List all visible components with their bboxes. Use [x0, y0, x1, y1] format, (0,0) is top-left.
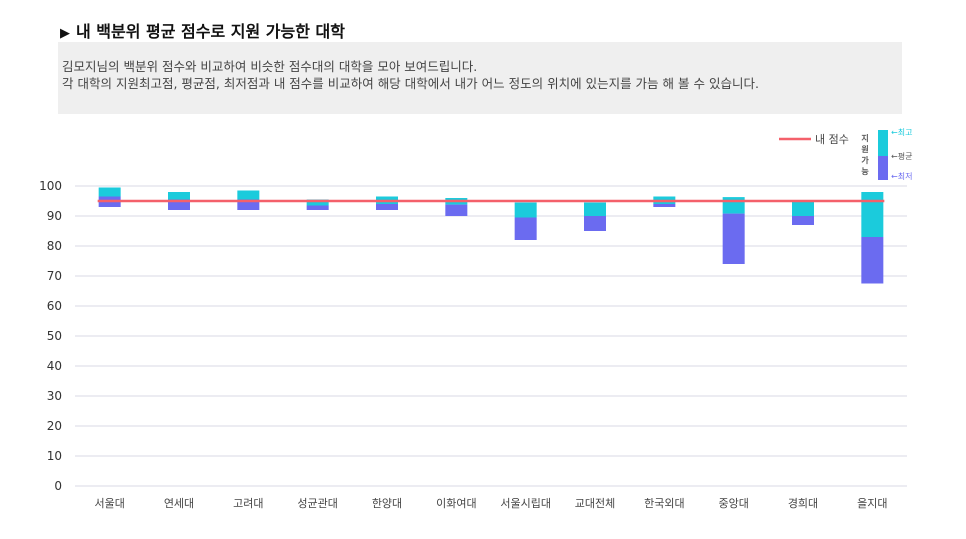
description-line-1: 김모지님의 백분위 점수와 비교하여 비슷한 점수대의 대학을 모아 보여드립니…: [62, 59, 478, 74]
bar-lower-segment: [584, 216, 606, 231]
x-tick-label: 연세대: [164, 497, 194, 510]
description-box: 김모지님의 백분위 점수와 비교하여 비슷한 점수대의 대학을 모아 보여드립니…: [58, 42, 902, 114]
y-tick-label: 90: [47, 209, 62, 223]
y-tick-label: 0: [54, 479, 62, 493]
bar-upper-segment: [792, 201, 814, 216]
bar-lower-segment: [861, 237, 884, 284]
x-tick-label: 교대전체: [575, 497, 615, 510]
bar-upper-segment: [584, 202, 606, 216]
x-tick-label: 경희대: [788, 497, 818, 510]
bar-lower-segment: [722, 213, 745, 264]
description-line-2: 각 대학의 지원최고점, 평균점, 최저점과 내 점수를 비교하여 해당 대학에…: [62, 76, 759, 91]
y-tick-label: 70: [47, 269, 62, 283]
x-tick-label: 한양대: [372, 497, 402, 510]
y-tick-label: 80: [47, 239, 62, 253]
bar-upper-segment: [98, 187, 121, 197]
y-tick-label: 40: [47, 359, 62, 373]
legend-range-label-char: 능: [861, 166, 869, 176]
legend-avg-label: ←평균: [891, 151, 912, 161]
x-tick-label: 고려대: [233, 497, 263, 510]
x-tick-label: 을지대: [857, 497, 887, 510]
x-tick-label: 서울시립대: [500, 497, 551, 510]
y-tick-label: 50: [47, 329, 62, 343]
legend-range-label-char: 지: [861, 133, 868, 143]
legend-range-label-char: 가: [861, 155, 869, 165]
legend-range-label-char: 원: [861, 144, 868, 154]
x-tick-label: 이화여대: [436, 497, 476, 510]
y-tick-label: 100: [39, 179, 62, 193]
x-tick-label: 중앙대: [718, 497, 748, 510]
bar-upper-segment: [514, 202, 537, 218]
bar-upper-segment: [722, 197, 745, 214]
bar-lower-segment: [168, 199, 190, 210]
bar-lower-segment: [792, 216, 814, 225]
legend-lower-swatch: [878, 156, 888, 180]
legend-max-label: ←최고: [891, 127, 912, 137]
y-tick-label: 30: [47, 389, 62, 403]
x-tick-label: 성균관대: [297, 497, 337, 510]
bar-upper-segment: [306, 199, 329, 206]
bar-lower-segment: [237, 199, 260, 210]
page-title-text: 내 백분위 평균 점수로 지원 가능한 대학: [76, 22, 345, 41]
legend-my-score-label: 내 점수: [815, 133, 849, 146]
x-tick-label: 서울대: [94, 497, 124, 510]
page-title: ▶ 내 백분위 평균 점수로 지원 가능한 대학: [60, 18, 345, 42]
y-tick-label: 20: [47, 419, 62, 433]
bar-upper-segment: [168, 192, 190, 200]
bar-lower-segment: [306, 205, 329, 210]
bar-lower-segment: [376, 204, 398, 210]
legend-upper-swatch: [878, 130, 888, 156]
bar-upper-segment: [861, 192, 884, 237]
y-tick-label: 60: [47, 299, 62, 313]
bar-lower-segment: [445, 204, 468, 216]
y-tick-label: 10: [47, 449, 62, 463]
bar-lower-segment: [653, 204, 676, 207]
x-tick-label: 한국외대: [644, 497, 684, 510]
triangle-bullet-icon: ▶: [60, 26, 70, 41]
bar-lower-segment: [514, 217, 537, 240]
bar-upper-segment: [237, 190, 260, 200]
legend-min-label: ←최저: [891, 171, 912, 181]
